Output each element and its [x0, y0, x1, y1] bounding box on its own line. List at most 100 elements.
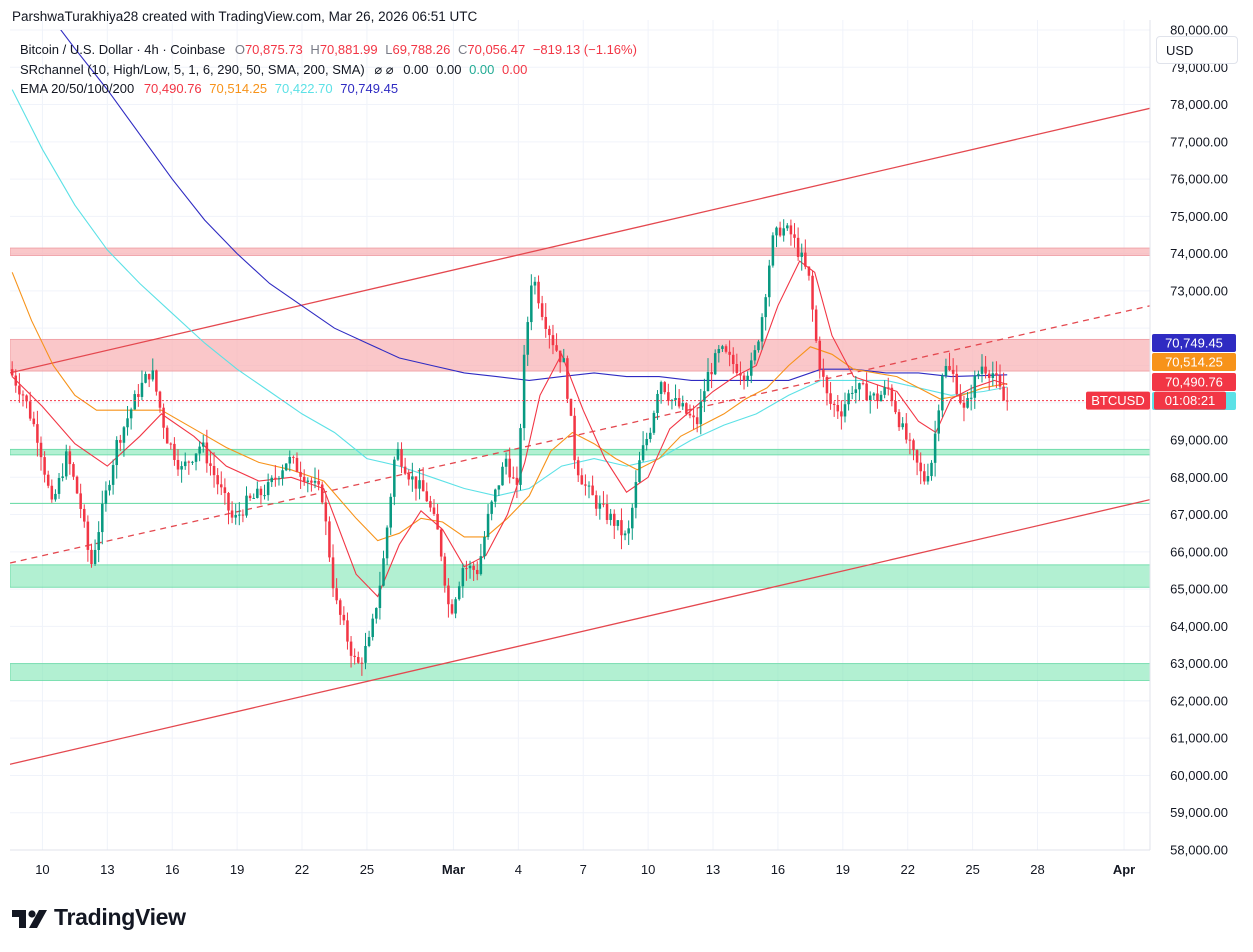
candle	[731, 347, 735, 374]
candle	[667, 383, 670, 406]
candle	[111, 459, 115, 495]
candle	[418, 468, 421, 500]
tradingview-wordmark: TradingView	[54, 904, 186, 930]
candle	[951, 358, 955, 383]
x-tick-label: 25	[360, 862, 374, 877]
candle	[894, 392, 897, 415]
candle-body	[771, 235, 775, 266]
candle-body	[576, 460, 580, 476]
candle	[519, 423, 522, 491]
candle-body	[317, 480, 320, 485]
candle-body	[306, 480, 310, 482]
candle	[382, 550, 385, 587]
currency-button[interactable]: USD	[1156, 36, 1238, 64]
candle-body	[400, 449, 403, 467]
candle	[728, 340, 731, 367]
x-tick-label: Apr	[1113, 862, 1135, 877]
high-label: H	[310, 42, 320, 57]
candle-body	[292, 456, 295, 458]
candle-body	[569, 398, 573, 416]
candle-body	[439, 529, 443, 557]
candle	[198, 441, 201, 462]
price-badge: 70,514.25	[1152, 353, 1236, 371]
candle	[800, 243, 803, 271]
candle-body	[407, 473, 411, 480]
candle-body	[548, 328, 551, 336]
y-tick-label: 65,000.00	[1170, 582, 1228, 597]
candle-body	[64, 451, 68, 477]
candle-body	[602, 503, 605, 505]
candle	[580, 468, 584, 485]
symbol-title[interactable]: Bitcoin / U.S. Dollar · 4h · Coinbase	[20, 42, 226, 57]
tradingview-logo[interactable]: TradingView	[12, 904, 186, 931]
candle	[641, 431, 645, 462]
candle-body	[919, 462, 922, 472]
candle-body	[623, 533, 627, 536]
candle-body	[357, 657, 360, 663]
candle	[717, 345, 721, 363]
chart-credit: ParshwaTurakhiya28 created with TradingV…	[12, 9, 478, 24]
candle-body	[908, 439, 912, 441]
candle-body	[504, 458, 508, 467]
candle-body	[245, 495, 248, 516]
candle-body	[216, 475, 219, 485]
candle	[436, 503, 439, 530]
candle	[241, 509, 245, 523]
high-value: 70,881.99	[319, 42, 378, 57]
candle	[515, 466, 519, 499]
candle-body	[241, 514, 245, 516]
candle	[223, 478, 227, 505]
y-axis-ticks: 58,000.00 59,000.00 60,000.00 61,000.00 62,0…	[1170, 23, 1228, 858]
candle-body	[872, 393, 876, 396]
candle	[126, 405, 129, 436]
candle-body	[587, 485, 591, 487]
candle	[147, 373, 151, 388]
candle-body	[768, 265, 771, 298]
candle-body	[90, 549, 93, 565]
ema-label[interactable]: EMA 20/50/100/200	[20, 81, 135, 96]
y-tick-label: 68,000.00	[1170, 470, 1228, 485]
candle-body	[645, 438, 648, 446]
candle	[310, 477, 313, 492]
candle	[151, 358, 155, 382]
candle-body	[706, 371, 710, 392]
candle	[627, 520, 630, 545]
srchannel-icons: ⌀ ⌀	[374, 61, 394, 77]
candle-body	[966, 398, 969, 408]
y-tick-label: 60,000.00	[1170, 768, 1228, 783]
candle	[998, 364, 1002, 390]
candle-body	[991, 373, 995, 378]
resistance-zone	[10, 338, 1150, 372]
candle-body	[57, 477, 61, 494]
candle-body	[331, 557, 335, 589]
candle-body	[822, 369, 825, 377]
candle	[162, 403, 165, 439]
candle-body	[562, 358, 566, 363]
candle-body	[897, 412, 901, 428]
candle-body	[205, 442, 209, 464]
candle-body	[969, 397, 973, 399]
candle-body	[692, 415, 695, 418]
x-tick-label: 7	[580, 862, 587, 877]
candle	[165, 425, 169, 444]
y-tick-label: 62,000.00	[1170, 693, 1228, 708]
y-tick-label: 63,000.00	[1170, 656, 1228, 671]
support-zone	[10, 448, 1150, 456]
candle	[980, 354, 984, 383]
candle	[663, 381, 666, 395]
candle-body	[414, 476, 418, 489]
candle	[890, 384, 894, 407]
srchannel-label[interactable]: SRchannel (10, High/Low, 5, 1, 6, 290, 5…	[20, 61, 365, 77]
candle-body	[941, 375, 944, 411]
y-tick-label: 75,000.00	[1170, 209, 1228, 224]
candle-body	[274, 477, 277, 479]
candle-body	[728, 351, 731, 355]
candle-body	[418, 480, 421, 489]
candle-body	[75, 476, 79, 494]
candle	[144, 371, 147, 384]
candle-body	[50, 485, 54, 500]
candle	[483, 531, 486, 560]
candle	[969, 384, 973, 411]
